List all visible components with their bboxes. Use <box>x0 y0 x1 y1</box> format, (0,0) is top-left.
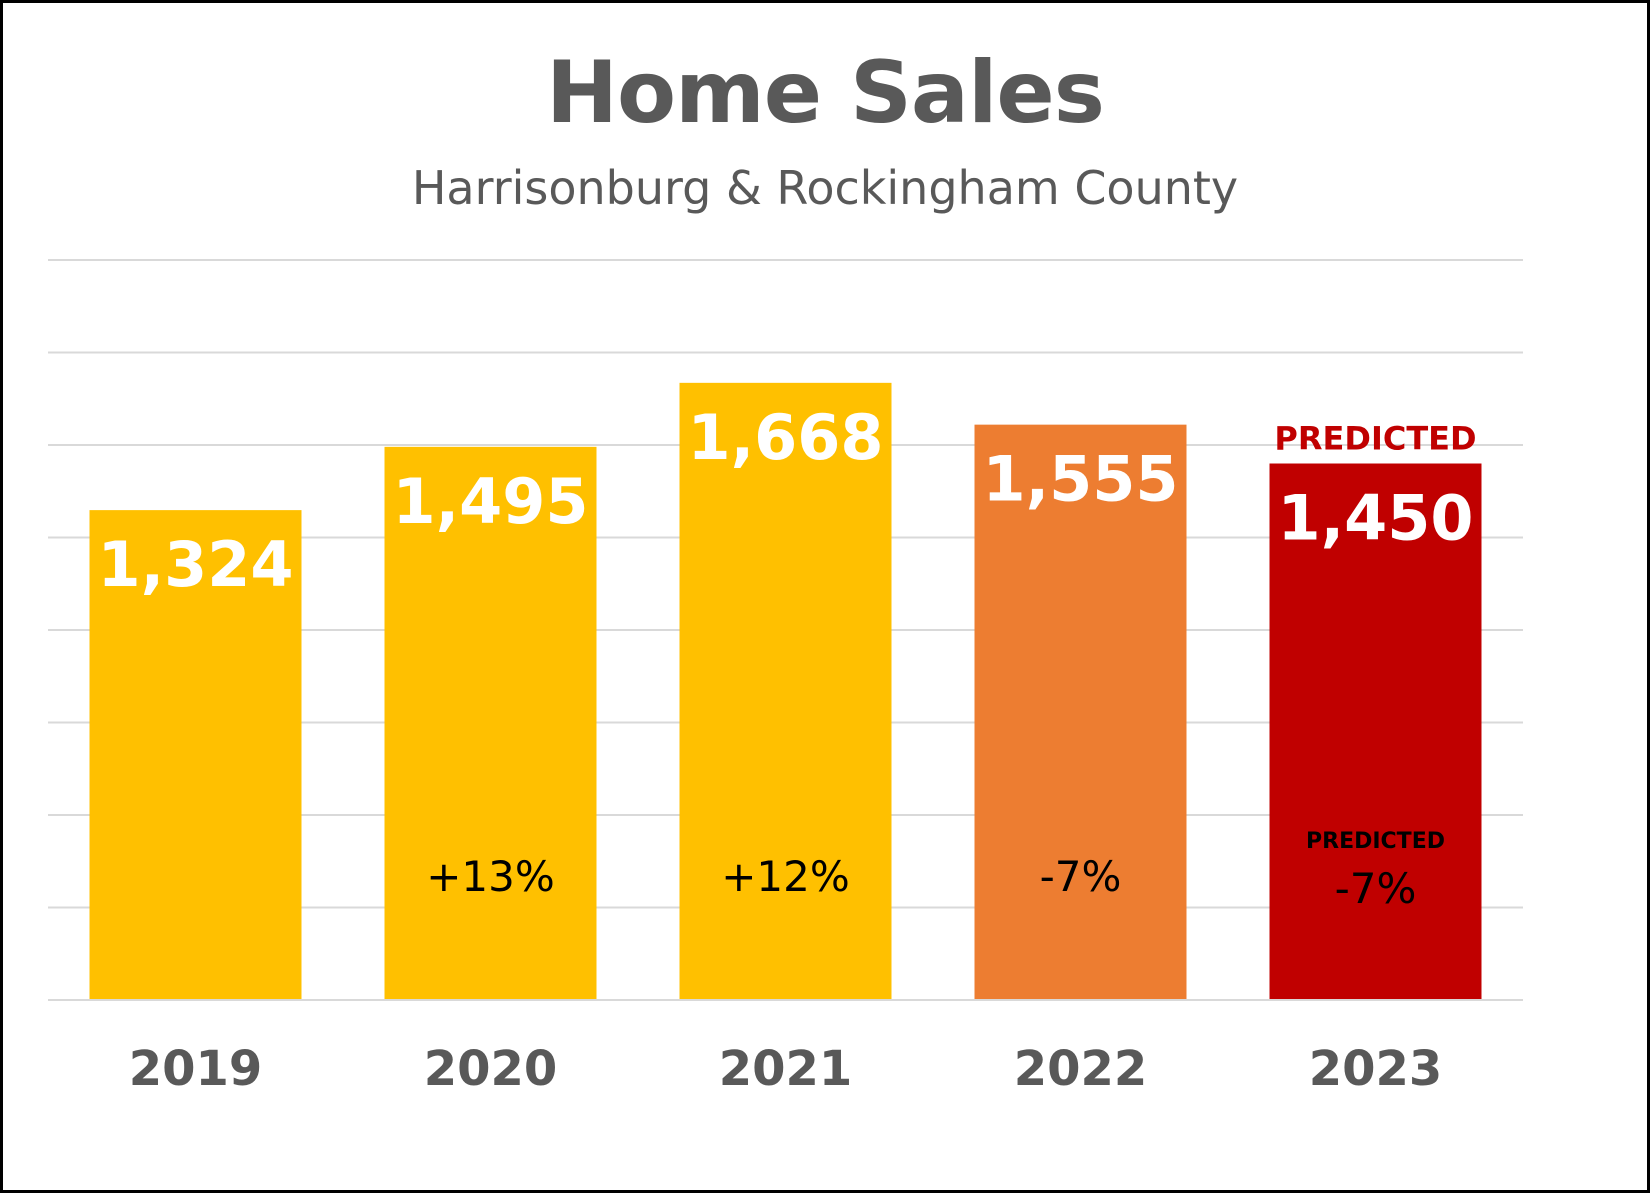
value-label-2019: 1,324 <box>97 528 293 601</box>
predicted-top-label: PREDICTED <box>1274 420 1476 458</box>
change-label-2022: -7% <box>1040 852 1122 901</box>
value-label-2021: 1,668 <box>687 401 883 474</box>
value-label-2020: 1,495 <box>392 465 588 538</box>
value-label-2023: 1,450 <box>1277 482 1473 555</box>
bar-chart-plot: 1,324 2019 1,495 +13% 2020 1,668 +12% 2021 1,555… <box>48 259 1523 1097</box>
x-tick-label-2020: 2020 <box>424 1041 558 1097</box>
bar-2022 <box>974 424 1187 1000</box>
bar-2023 <box>1269 463 1482 1000</box>
bar-2019 <box>89 510 302 1000</box>
predicted-change-caption: PREDICTED <box>1306 829 1445 854</box>
value-label-2022: 1,555 <box>982 443 1178 516</box>
change-label-2021: +12% <box>721 852 850 901</box>
x-tick-label-2019: 2019 <box>129 1041 263 1097</box>
change-label-2020: +13% <box>426 852 555 901</box>
change-label-2023: -7% <box>1335 864 1417 913</box>
bar-2020 <box>384 446 597 1001</box>
x-tick-label-2021: 2021 <box>719 1041 853 1097</box>
chart-subtitle: Harrisonburg & Rockingham County <box>411 161 1239 215</box>
x-tick-label-2023: 2023 <box>1309 1041 1443 1097</box>
bar-2021 <box>679 382 892 1001</box>
chart-title: Home Sales <box>546 43 1105 143</box>
x-tick-label-2022: 2022 <box>1014 1041 1148 1097</box>
